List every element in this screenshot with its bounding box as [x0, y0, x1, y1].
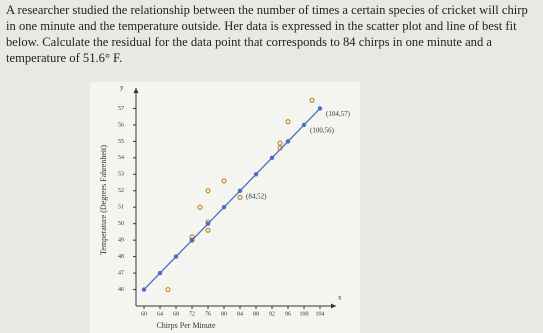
fit-line	[143, 108, 321, 290]
x-axis-label: Chirps Per Minute	[156, 321, 216, 330]
y-tick-label: 53	[118, 172, 124, 178]
fit-point	[301, 122, 307, 128]
question: A researcher studied the relationship be…	[6, 3, 528, 65]
x-tick-label: 92	[269, 311, 275, 317]
x-tick-label: 68	[173, 311, 179, 317]
data-point	[197, 204, 203, 210]
data-point	[277, 140, 283, 146]
data-point	[165, 286, 171, 293]
y-tick-label: 50	[118, 221, 124, 227]
annotation: (84,52)	[246, 192, 267, 200]
data-point	[221, 178, 227, 184]
fit-point	[221, 205, 227, 210]
x-tick-label: 100	[300, 311, 309, 317]
fit-point	[269, 155, 275, 161]
y-axis-letter: y	[120, 84, 124, 92]
y-tick-label: 56	[118, 122, 124, 128]
fit-point	[317, 106, 323, 111]
x-tick-label: 72	[189, 311, 195, 317]
x-tick-label: 88	[253, 311, 259, 317]
x-tick-label: 60	[141, 311, 147, 317]
fit-point	[253, 172, 259, 177]
fit-point	[141, 287, 147, 292]
x-axis-arrow	[331, 303, 336, 309]
y-tick-label: 55	[118, 139, 124, 145]
annotation: (104,57)	[326, 110, 351, 118]
y-axis-label: Temperature (Degrees Fahrenheit)	[99, 145, 108, 255]
y-tick-label: 52	[118, 188, 124, 194]
x-tick-label: 80	[221, 311, 227, 317]
y-tick-label: 57	[118, 106, 124, 112]
y-axis-arrow	[133, 88, 139, 93]
fit-point	[237, 188, 243, 193]
fit-point	[173, 254, 179, 259]
y-tick-label: 49	[118, 238, 124, 244]
y-tick-label: 51	[118, 205, 124, 211]
data-point	[237, 194, 243, 200]
x-axis-letter: x	[338, 294, 342, 302]
annotation: (100,56)	[310, 127, 335, 135]
y-tick-label: 48	[118, 254, 124, 260]
y-tick-label: 54	[118, 155, 124, 161]
x-tick-label: 96	[285, 311, 291, 317]
x-tick-label: 104	[316, 311, 325, 317]
data-point	[205, 227, 211, 233]
data-point	[285, 119, 291, 125]
x-tick-label: 76	[205, 311, 211, 317]
fit-point	[205, 221, 211, 226]
data-point	[205, 188, 211, 194]
x-tick-label: 64	[157, 311, 163, 317]
x-tick-label: 84	[237, 311, 243, 317]
fit-point	[157, 270, 163, 276]
data-point	[309, 97, 315, 103]
y-tick-label: 47	[118, 270, 124, 276]
y-tick-label: 46	[118, 287, 124, 293]
fit-point	[285, 139, 291, 144]
fit-point	[189, 237, 195, 243]
